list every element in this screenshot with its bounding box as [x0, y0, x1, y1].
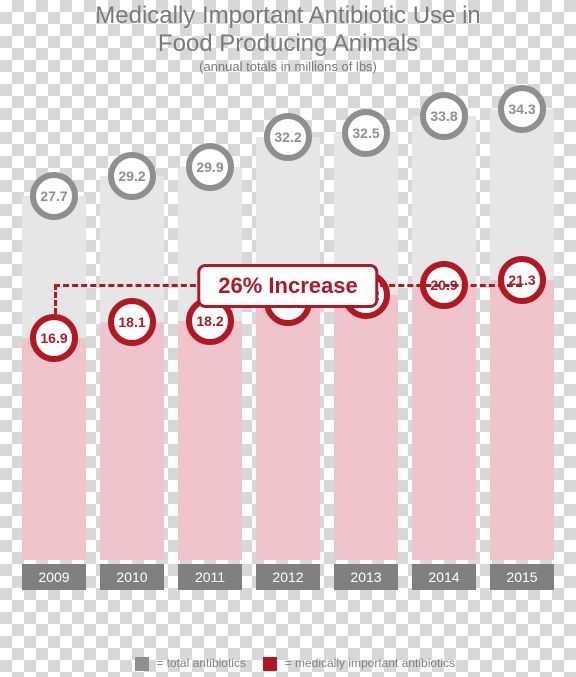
antibiotic-chart: Medically Important Antibiotic Use in Fo…: [0, 0, 576, 677]
bar-group: 32.520.22013: [334, 100, 398, 590]
x-axis-label: 2011: [178, 564, 242, 590]
x-axis-label: 2012: [256, 564, 320, 590]
subtitle: (annual totals in millions of lbs): [0, 59, 576, 74]
connector-line: [54, 284, 57, 314]
chart-title-block: Medically Important Antibiotic Use in Fo…: [0, 2, 576, 74]
medically-important-bar: [490, 280, 554, 560]
bar-group: 27.7 16.9 2009: [22, 100, 86, 590]
x-axis-label: 2013: [334, 564, 398, 590]
bar-group: 34.321.32015: [490, 100, 554, 590]
medically-important-bar: [256, 302, 320, 560]
callout-text: 26% Increase: [218, 273, 357, 298]
x-axis-label: 2010: [100, 564, 164, 590]
legend-label-med: = medically important antibiotics: [285, 656, 455, 670]
total-value-ring: 34.3: [498, 85, 546, 133]
legend-swatch-med: [263, 657, 277, 671]
total-value-ring: 32.5: [342, 109, 390, 157]
medically-important-value-ring: 21.3: [498, 256, 546, 304]
medically-important-value-ring: 16.9: [30, 314, 78, 362]
bar-group: 29.2 18.1 2010: [100, 100, 164, 590]
legend-swatch-total: [135, 657, 149, 671]
total-value-ring: 32.2: [264, 113, 312, 161]
medically-important-value-ring: 18.1: [108, 298, 156, 346]
total-value-ring: 29.9: [186, 143, 234, 191]
medically-important-bar: [22, 338, 86, 560]
bar-group: 33.820.92014: [412, 100, 476, 590]
increase-callout: 26% Increase: [197, 264, 378, 308]
plot-area: 26% Increase 27.716.9200929.218.1201029.…: [14, 100, 562, 590]
x-axis-label: 2014: [412, 564, 476, 590]
medically-important-bar: [412, 285, 476, 560]
legend: = total antibiotics = medically importan…: [0, 656, 576, 671]
medically-important-bar: [178, 321, 242, 560]
total-value-ring: 27.7: [30, 172, 78, 220]
medically-important-bar: [100, 322, 164, 560]
total-value-ring: 29.2: [108, 152, 156, 200]
medically-important-bar: [334, 295, 398, 560]
bar-group: 32.219.62012: [256, 100, 320, 590]
total-value-ring: 33.8: [420, 92, 468, 140]
legend-label-total: = total antibiotics: [156, 656, 246, 670]
title-line-2: Food Producing Animals: [0, 30, 576, 58]
bar-group: 29.918.22011: [178, 100, 242, 590]
x-axis-label: 2009: [22, 564, 86, 590]
title-line-1: Medically Important Antibiotic Use in: [0, 2, 576, 30]
x-axis-label: 2015: [490, 564, 554, 590]
